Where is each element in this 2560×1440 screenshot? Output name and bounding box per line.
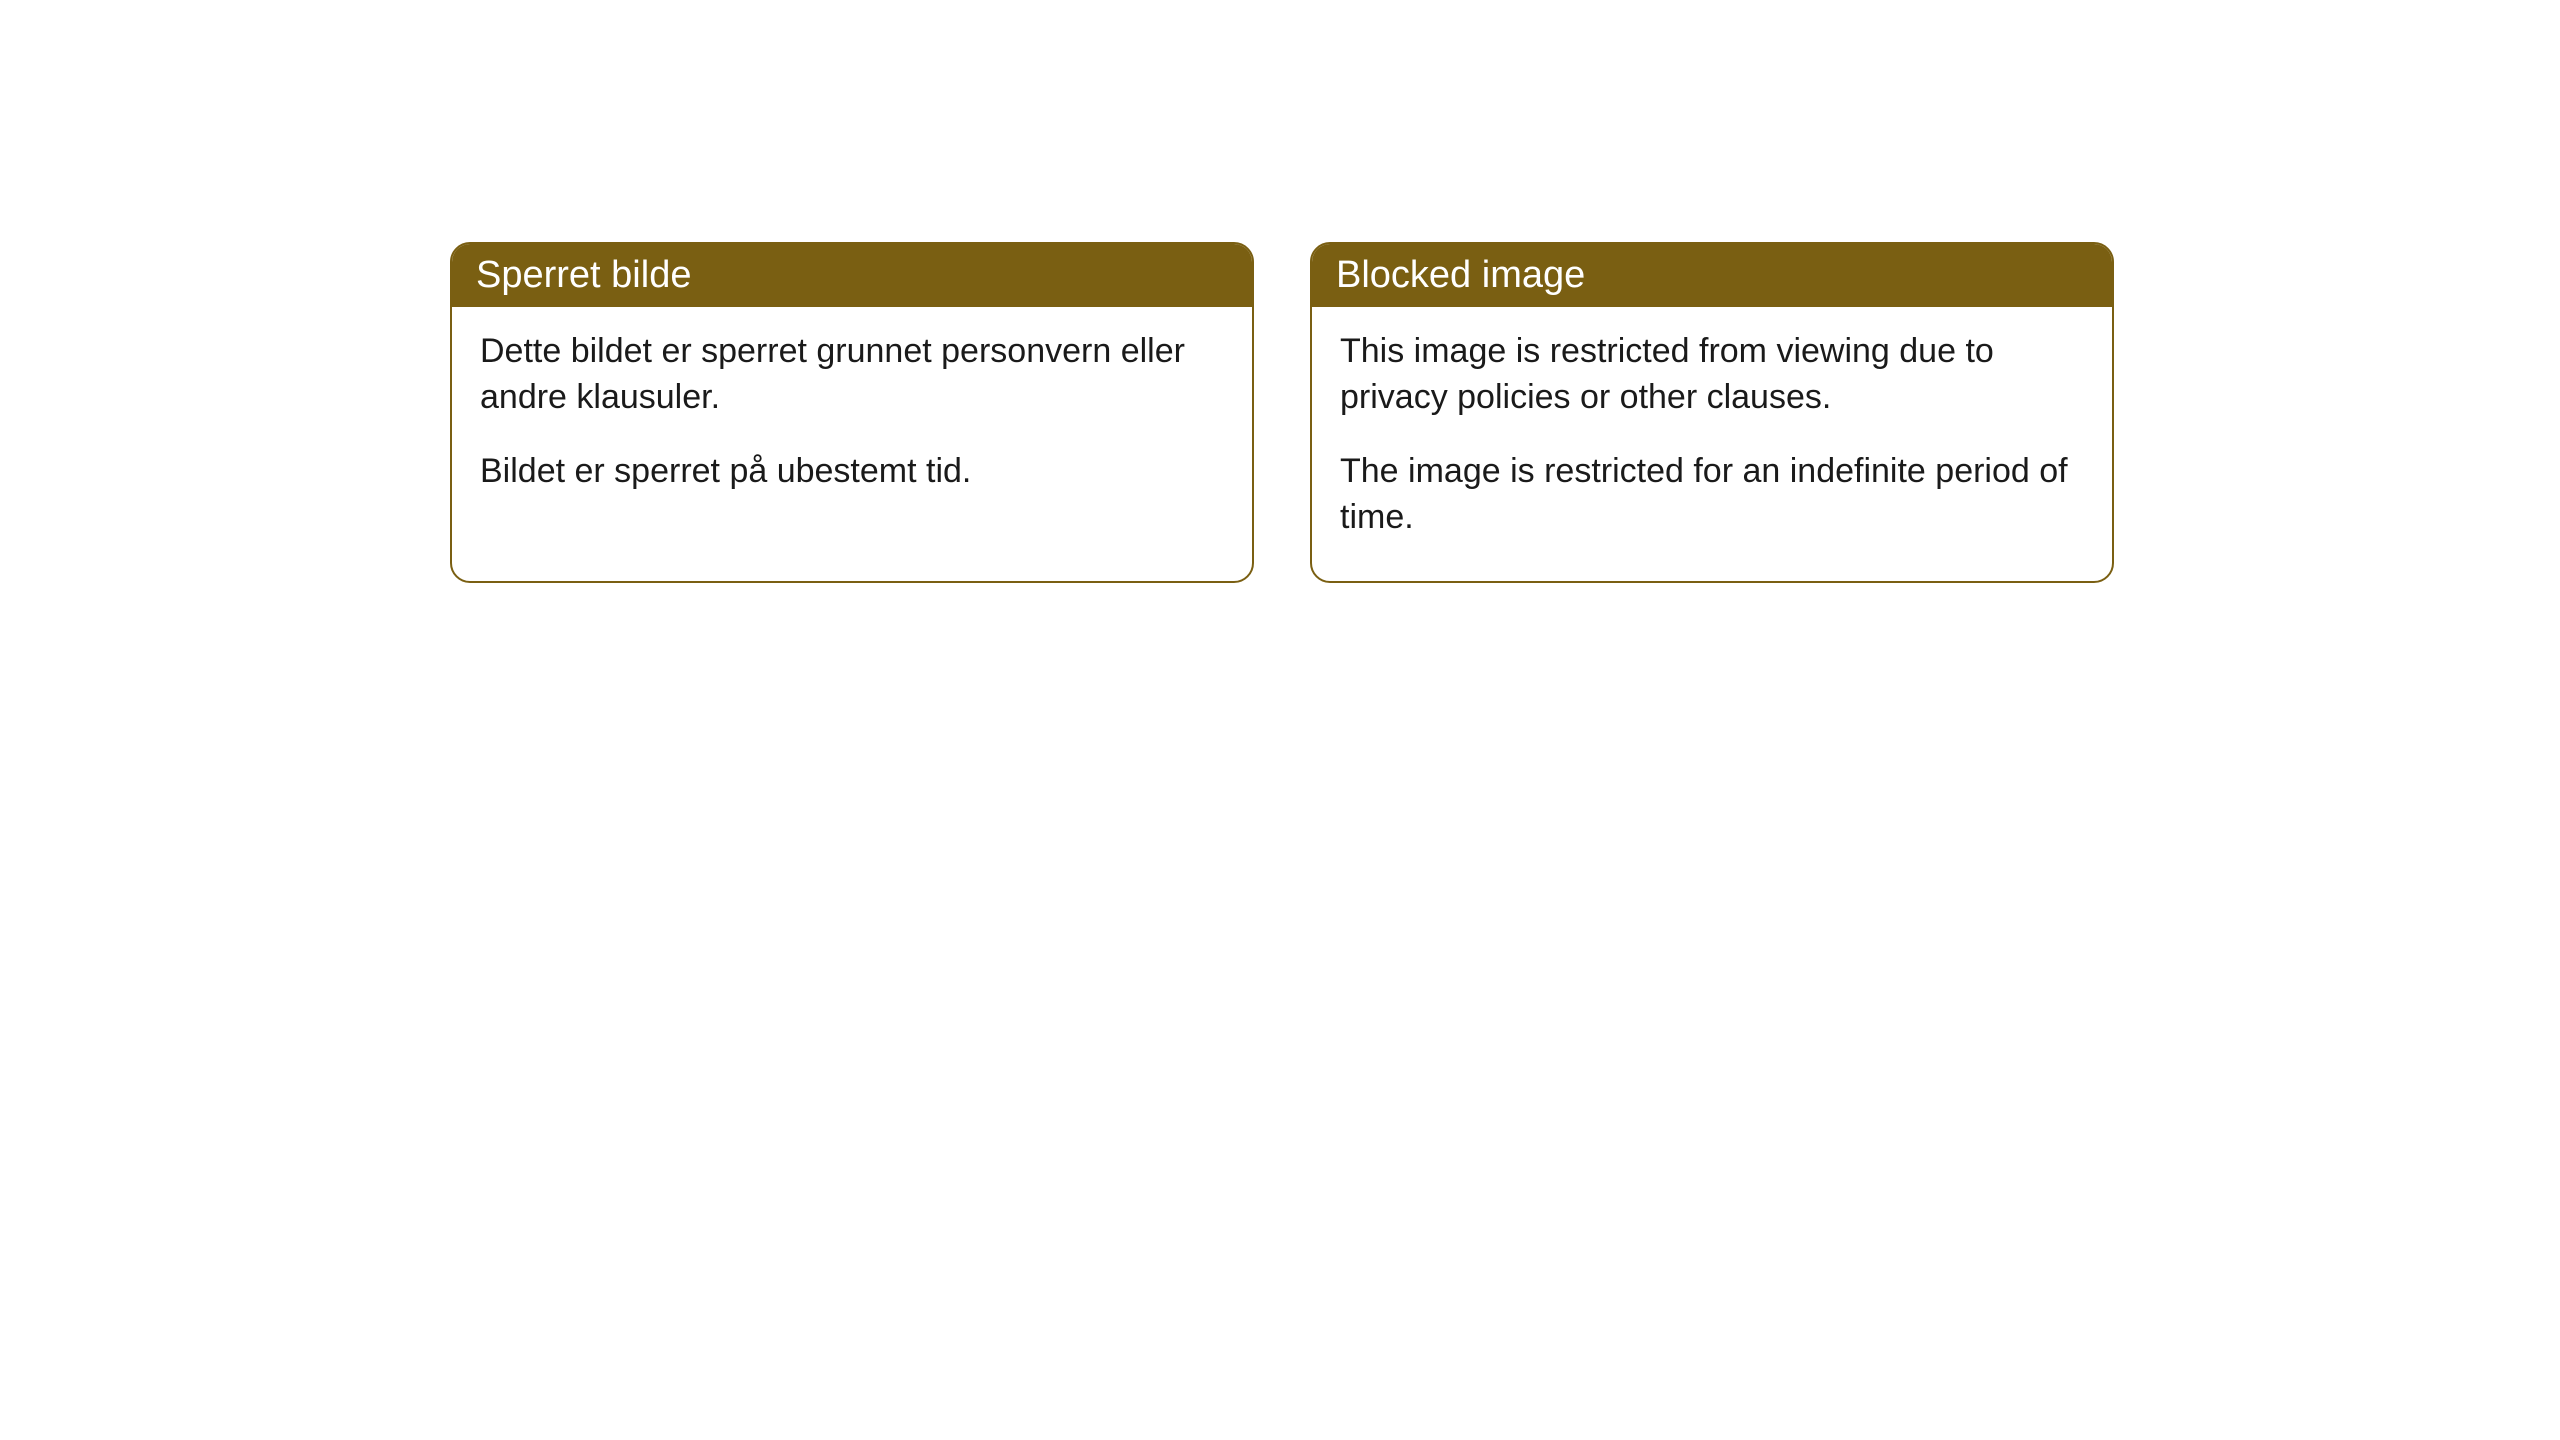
card-paragraph: Bildet er sperret på ubestemt tid. (480, 449, 1224, 495)
blocked-image-card-en: Blocked image This image is restricted f… (1310, 242, 2114, 583)
card-paragraph: Dette bildet er sperret grunnet personve… (480, 329, 1224, 421)
card-title: Sperret bilde (452, 244, 1252, 307)
card-paragraph: The image is restricted for an indefinit… (1340, 449, 2084, 541)
card-paragraph: This image is restricted from viewing du… (1340, 329, 2084, 421)
card-body: This image is restricted from viewing du… (1312, 307, 2112, 581)
cards-container: Sperret bilde Dette bildet er sperret gr… (450, 242, 2114, 583)
card-title: Blocked image (1312, 244, 2112, 307)
card-body: Dette bildet er sperret grunnet personve… (452, 307, 1252, 535)
blocked-image-card-no: Sperret bilde Dette bildet er sperret gr… (450, 242, 1254, 583)
